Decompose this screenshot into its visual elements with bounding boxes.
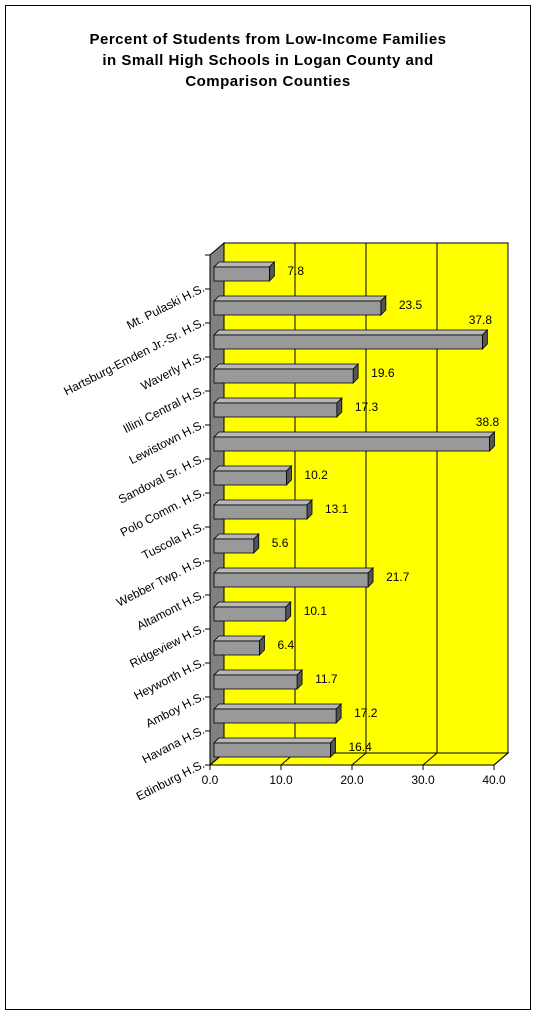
- bar: [213, 606, 287, 622]
- bar: [213, 674, 298, 690]
- value-label: 17.2: [354, 706, 378, 720]
- x-tick-label: 20.0: [340, 773, 364, 787]
- value-label: 21.7: [386, 570, 410, 584]
- value-label: 10.2: [304, 468, 328, 482]
- bar-top: [213, 431, 496, 438]
- bar-top: [213, 499, 313, 506]
- value-label: 11.7: [315, 672, 338, 686]
- bar-top: [213, 601, 292, 608]
- value-label: 7.8: [287, 264, 304, 278]
- bar: [213, 742, 331, 758]
- value-label: 38.8: [476, 415, 500, 429]
- value-label: 10.1: [304, 604, 328, 618]
- x-tick-label: 0.0: [202, 773, 219, 787]
- value-label: 6.4: [277, 638, 294, 652]
- x-tick-label: 10.0: [269, 773, 293, 787]
- bar-top: [213, 635, 266, 642]
- value-label: 16.4: [348, 740, 372, 754]
- bar-top: [213, 363, 360, 370]
- bar-top: [213, 295, 387, 302]
- bar: [213, 436, 490, 452]
- bar: [213, 300, 382, 316]
- grid-line: [493, 752, 509, 766]
- bar: [213, 334, 483, 350]
- bar: [213, 640, 260, 656]
- value-label: 37.8: [469, 313, 493, 327]
- value-label: 23.5: [399, 298, 423, 312]
- chart-title: Comparison Counties: [185, 73, 350, 90]
- grid-line: [422, 752, 438, 766]
- bar-top: [213, 329, 489, 336]
- bar-top: [213, 703, 343, 710]
- bar: [213, 708, 337, 724]
- value-label: 13.1: [325, 502, 349, 516]
- bar: [213, 266, 270, 282]
- value-label: 5.6: [272, 536, 289, 550]
- x-tick-label: 30.0: [411, 773, 435, 787]
- bar-top: [213, 261, 276, 268]
- value-label: 19.6: [371, 366, 395, 380]
- bar: [213, 470, 287, 486]
- bar-top: [213, 669, 304, 676]
- chart-title: Percent of Students from Low-Income Fami…: [89, 31, 446, 48]
- bar: [213, 368, 354, 384]
- bar-top: [213, 465, 293, 472]
- chart-title: in Small High Schools in Logan County an…: [102, 52, 433, 69]
- grid-line: [351, 752, 367, 766]
- bar: [213, 504, 308, 520]
- bar-top: [213, 737, 337, 744]
- bar-top: [213, 567, 375, 574]
- value-label: 17.3: [355, 400, 379, 414]
- bar: [213, 572, 369, 588]
- x-tick-label: 40.0: [482, 773, 506, 787]
- bar-top: [213, 397, 343, 404]
- bar: [213, 402, 338, 418]
- bar-top: [213, 533, 260, 540]
- bar: [213, 538, 255, 554]
